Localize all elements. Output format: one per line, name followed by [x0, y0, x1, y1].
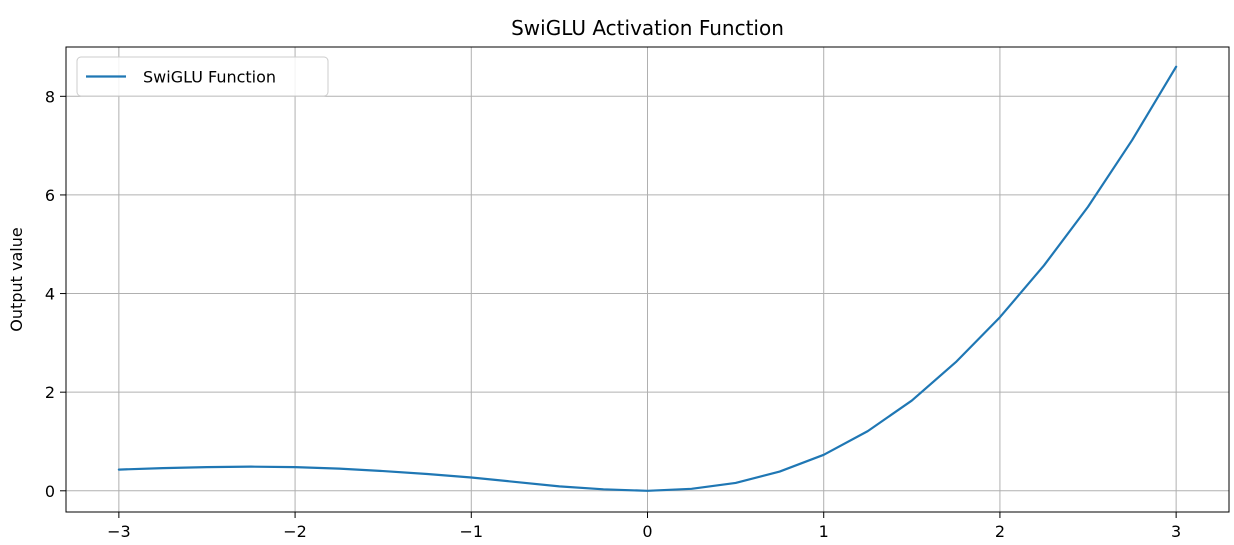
x-tick-label: −2 [283, 522, 307, 541]
series [117, 65, 1178, 492]
legend-label: SwiGLU Function [143, 68, 276, 87]
y-tick-label: 4 [45, 285, 55, 304]
chart-title: SwiGLU Activation Function [511, 16, 784, 40]
ticks: −3 −2 −1 0 1 2 3 0 2 4 6 8 [45, 87, 1181, 541]
x-tick-label: 2 [995, 522, 1005, 541]
legend-box [76, 56, 329, 97]
grid [66, 47, 1229, 512]
x-tick-label: −3 [107, 522, 131, 541]
series-line [117, 65, 1178, 492]
x-tick-label: 1 [819, 522, 829, 541]
x-tick-label: −1 [459, 522, 483, 541]
legend: SwiGLU Function [76, 56, 329, 97]
y-tick-label: 8 [45, 87, 55, 106]
y-axis-label: Output value [7, 227, 26, 331]
y-tick-label: 6 [45, 186, 55, 205]
x-tick-label: 0 [642, 522, 652, 541]
x-tick-label: 3 [1171, 522, 1181, 541]
y-tick-label: 0 [45, 482, 55, 501]
y-tick-label: 2 [45, 383, 55, 402]
